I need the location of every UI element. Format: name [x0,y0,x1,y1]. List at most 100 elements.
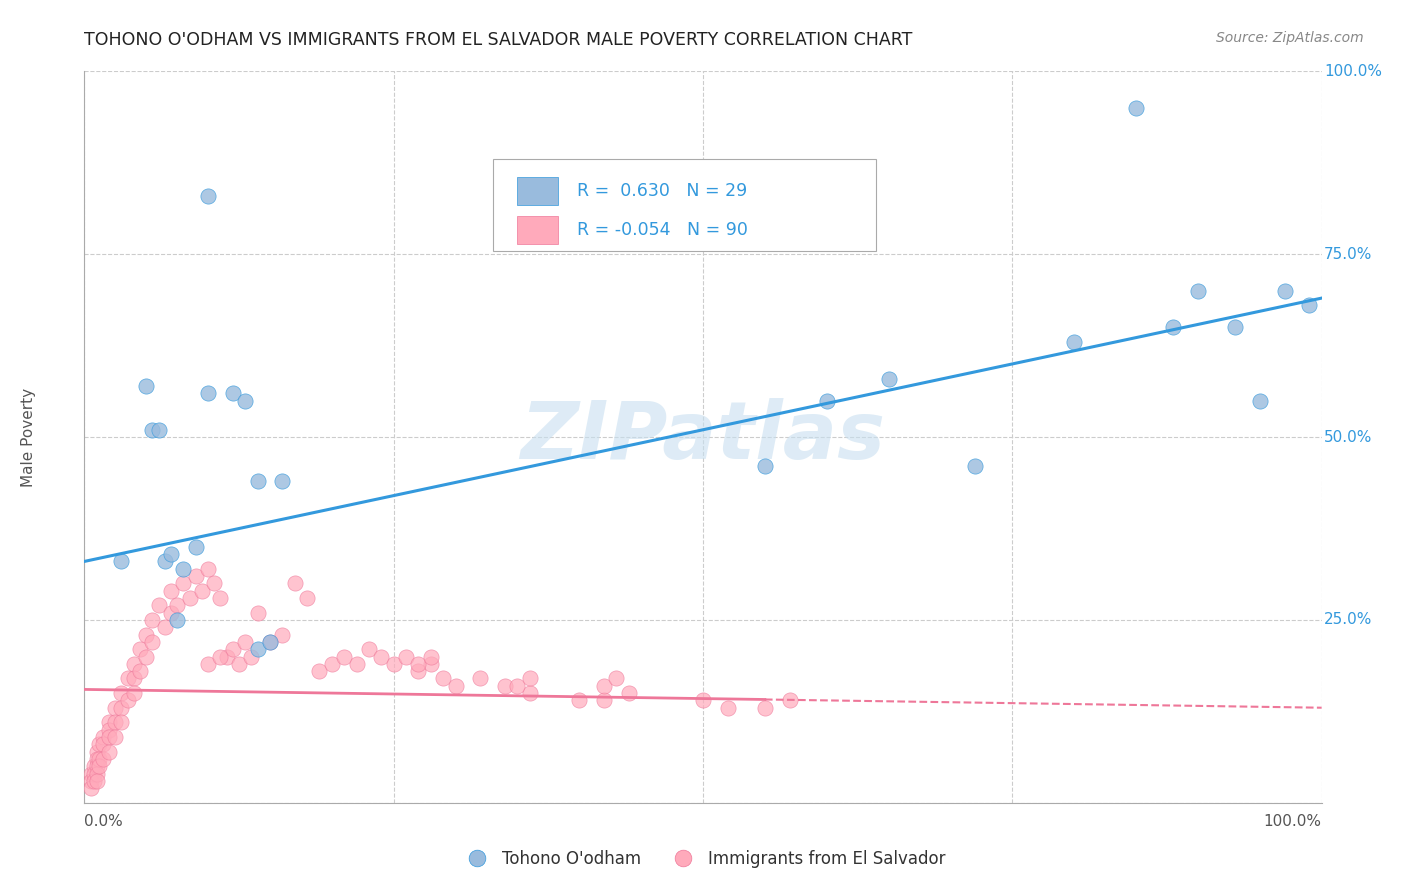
Text: 75.0%: 75.0% [1324,247,1372,261]
Point [593,693,616,707]
Legend: Tohono O'odham, Immigrants from El Salvador: Tohono O'odham, Immigrants from El Salva… [454,844,952,875]
Bar [517,178,558,205]
Point [110,700,132,714]
Point [444,679,467,693]
Point [271,627,294,641]
Point [408,664,430,678]
Point [160,606,183,620]
Point [419,657,441,671]
Point [519,686,541,700]
Point [197,188,219,202]
Point [117,693,139,707]
Point [284,576,307,591]
Point [104,715,127,730]
Point [141,635,163,649]
Point [408,657,430,671]
Point [779,693,801,707]
Point [754,459,776,474]
Point [91,752,114,766]
Point [184,569,207,583]
Point [86,745,108,759]
Point [308,664,330,678]
Text: ZIPatlas: ZIPatlas [520,398,886,476]
Point [91,730,114,744]
Point [246,474,269,488]
Point [965,459,987,474]
Point [1161,320,1184,334]
Point [321,657,343,671]
Point [1125,101,1147,115]
Point [79,781,101,796]
Point [98,730,121,744]
Point [83,773,105,788]
Point [79,766,101,780]
Point [370,649,392,664]
Point [246,642,269,657]
Point [877,371,900,385]
Point [717,700,740,714]
Point [122,672,145,686]
Point [148,599,170,613]
Point [197,386,219,401]
Point [83,759,105,773]
Point [295,591,318,605]
Point [346,657,368,671]
Point [506,679,529,693]
Point [160,547,183,561]
Point [1187,284,1209,298]
Point [110,554,132,568]
Point [166,613,188,627]
Point [259,635,281,649]
Point [172,562,194,576]
Text: 50.0%: 50.0% [1324,430,1372,444]
Point [240,649,263,664]
Point [197,657,219,671]
Point [209,649,232,664]
Point [395,649,418,664]
Point [86,773,108,788]
Text: Male Poverty: Male Poverty [21,387,37,487]
Point [470,672,492,686]
Point [1274,284,1296,298]
Point [202,576,225,591]
Point [160,583,183,598]
Point [432,672,454,686]
Point [86,766,108,780]
Point [153,620,176,634]
Point [333,649,356,664]
Point [89,752,111,766]
Point [89,759,111,773]
Text: R = -0.054   N = 90: R = -0.054 N = 90 [576,221,748,239]
Text: Source: ZipAtlas.com: Source: ZipAtlas.com [1216,31,1364,45]
Point [259,635,281,649]
Point [153,554,176,568]
Point [271,474,294,488]
Point [122,657,145,671]
Point [179,591,201,605]
Point [172,576,194,591]
Point [233,393,256,408]
Text: 0.0%: 0.0% [84,814,124,829]
Text: R =  0.630   N = 29: R = 0.630 N = 29 [576,182,747,201]
Point [617,686,640,700]
Point [141,613,163,627]
Point [110,686,132,700]
Point [122,686,145,700]
Point [197,562,219,576]
FancyBboxPatch shape [492,159,876,251]
Point [104,700,127,714]
Bar [517,216,558,244]
Point [91,737,114,751]
Point [141,423,163,437]
Point [148,423,170,437]
Point [89,737,111,751]
Point [104,730,127,744]
Point [129,664,152,678]
Text: 100.0%: 100.0% [1324,64,1382,78]
Point [86,752,108,766]
Text: TOHONO O'ODHAM VS IMMIGRANTS FROM EL SALVADOR MALE POVERTY CORRELATION CHART: TOHONO O'ODHAM VS IMMIGRANTS FROM EL SAL… [84,31,912,49]
Point [233,635,256,649]
Point [1298,298,1320,312]
Point [568,693,591,707]
Point [135,627,157,641]
